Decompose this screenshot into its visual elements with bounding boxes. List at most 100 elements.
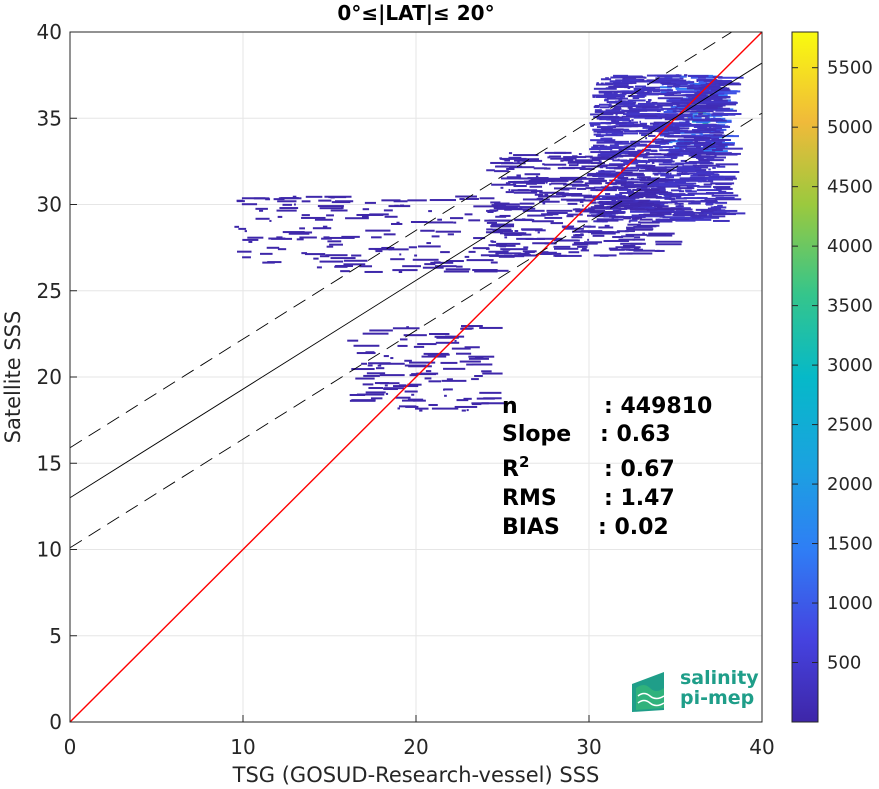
density-cell [326,214,334,217]
density-cell [402,265,422,268]
density-cell [678,203,682,206]
density-cell [598,175,624,178]
waves-icon [632,672,665,712]
density-cell [627,223,641,226]
density-cell [384,384,388,387]
density-cell [652,172,670,175]
density-cell [617,154,637,157]
density-cell [370,397,383,400]
density-cell [356,213,384,216]
density-cell [434,335,453,338]
density-cell [616,103,629,106]
density-cell [665,168,673,171]
density-cell [690,152,711,155]
density-cell [685,141,706,144]
density-cell [546,177,574,180]
density-cell [596,126,616,129]
density-cell [626,114,650,117]
density-cell [625,174,645,177]
density-cell [474,357,484,360]
density-cell [603,215,611,218]
density-cell [327,240,342,243]
density-cell [241,197,266,200]
density-cell [543,167,551,170]
density-cell [620,90,645,93]
density-cell [388,205,411,208]
stat-label-text: Slope [502,422,571,447]
density-cell [511,189,538,192]
density-cell [499,232,527,235]
density-cell [598,116,617,119]
density-cell [516,174,521,177]
density-cell [614,181,639,184]
density-cell [276,236,283,239]
density-cell [623,145,637,148]
density-cell [715,187,733,190]
density-cell [384,215,398,218]
density-cell [533,182,545,185]
density-cell [374,382,390,385]
density-cell [590,151,616,154]
density-cell [718,144,727,147]
density-cell [513,185,527,188]
density-cell [580,233,584,236]
density-cell [553,247,579,250]
density-cell [608,130,621,133]
density-cell [584,155,593,158]
density-cell [398,271,403,274]
density-cell [598,90,627,93]
density-cell [605,93,618,96]
density-cell [647,159,673,162]
density-cell [661,114,674,117]
density-cell [453,221,457,224]
density-cell [596,139,606,142]
density-cell [639,104,655,107]
colorbar-tick-label: 2500 [827,415,873,436]
density-cell [713,134,723,137]
density-cell [619,191,646,194]
density-cell [383,233,396,236]
density-cell [599,146,609,149]
density-cell [237,250,252,253]
density-cell [651,179,673,182]
density-cell [617,199,634,202]
density-cell [626,190,634,193]
density-cell [677,213,692,216]
density-cell [696,121,709,124]
density-cell [513,154,539,157]
density-cell [679,77,684,80]
density-cell [545,181,548,184]
density-cell [605,87,615,90]
density-cell [611,119,616,122]
density-cell [694,139,698,142]
density-cell [655,113,678,116]
density-cell [554,254,582,257]
density-cell [447,233,454,236]
density-cell [624,152,640,155]
density-cell [678,172,696,175]
density-cell [319,255,330,258]
density-cell [512,181,534,184]
density-cell [562,166,586,169]
density-cell [654,207,682,210]
density-cell [632,123,647,126]
density-cell [301,216,326,219]
density-cell [673,212,695,215]
density-cell [686,186,693,189]
density-cell [623,217,632,220]
density-cell [277,248,287,251]
density-cell [434,265,457,268]
density-cell [485,231,504,234]
density-cell [368,247,384,250]
density-cell [670,156,677,159]
density-cell [662,123,680,126]
density-cell [634,95,645,98]
density-cell [638,221,641,224]
density-cell [687,116,702,119]
density-cell [589,201,597,204]
density-cell [565,159,568,162]
density-cell [625,182,630,185]
density-cell [407,398,424,401]
density-cell [671,101,695,104]
density-cell [625,205,639,208]
